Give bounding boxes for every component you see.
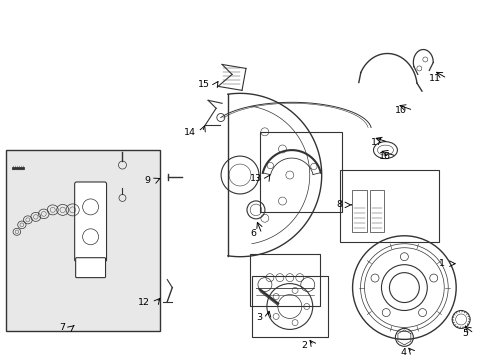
Text: 3: 3 bbox=[255, 313, 262, 322]
Bar bbox=[249, 254, 319, 306]
Text: 6: 6 bbox=[249, 229, 255, 238]
Text: 15: 15 bbox=[198, 80, 210, 89]
Text: 11: 11 bbox=[428, 74, 440, 83]
Text: 16: 16 bbox=[378, 152, 389, 161]
Bar bbox=[251, 276, 327, 337]
Text: 12: 12 bbox=[138, 298, 150, 307]
Text: 8: 8 bbox=[336, 201, 342, 210]
Bar bbox=[339, 170, 438, 242]
Text: 14: 14 bbox=[184, 128, 196, 137]
Text: 1: 1 bbox=[438, 259, 444, 268]
Bar bbox=[6, 150, 160, 332]
Text: 5: 5 bbox=[461, 329, 467, 338]
Text: 9: 9 bbox=[144, 176, 150, 185]
FancyBboxPatch shape bbox=[75, 182, 106, 262]
Text: 13: 13 bbox=[249, 174, 262, 183]
Text: 7: 7 bbox=[60, 323, 65, 332]
Bar bbox=[351, 190, 366, 232]
Text: 17: 17 bbox=[370, 138, 382, 147]
Text: 4: 4 bbox=[400, 348, 406, 357]
Bar bbox=[369, 190, 384, 232]
Bar bbox=[260, 132, 341, 212]
Text: 2: 2 bbox=[301, 341, 307, 350]
FancyBboxPatch shape bbox=[76, 258, 105, 278]
Text: 10: 10 bbox=[395, 106, 407, 115]
